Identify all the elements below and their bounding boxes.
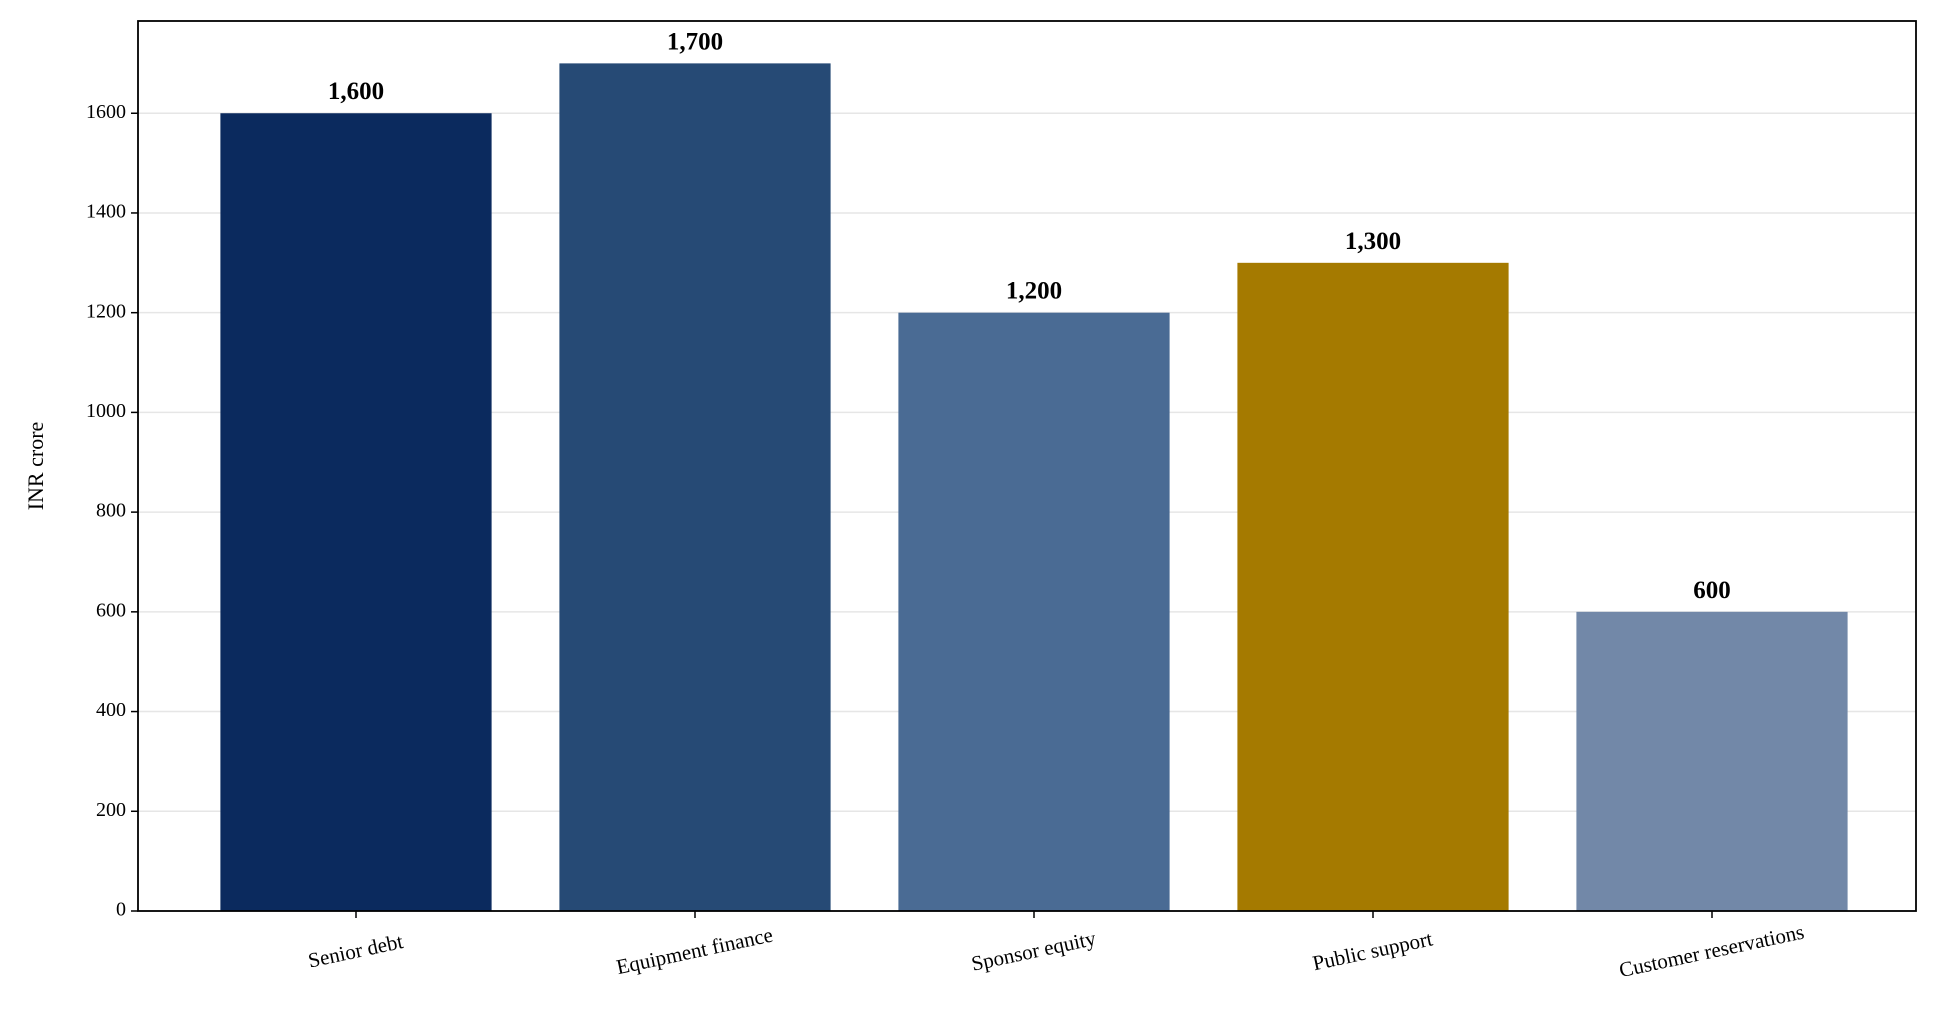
bar xyxy=(220,113,492,911)
y-tick-label: 1600 xyxy=(86,101,126,123)
y-tick-label: 600 xyxy=(96,599,126,621)
value-label: 600 xyxy=(1693,577,1731,604)
y-tick-label: 0 xyxy=(116,899,126,921)
y-tick-label: 400 xyxy=(96,699,126,721)
x-tick-label: Equipment finance xyxy=(614,923,775,980)
value-label: 1,300 xyxy=(1345,228,1401,255)
plot-frame xyxy=(137,20,1917,912)
x-tick-label: Senior debt xyxy=(306,929,405,973)
y-tick-label: 1200 xyxy=(86,300,126,322)
value-label: 1,200 xyxy=(1006,278,1062,305)
bar xyxy=(559,63,831,911)
y-tick-label: 800 xyxy=(96,500,126,522)
value-label: 1,600 xyxy=(328,78,384,105)
x-tick-label: Customer reservations xyxy=(1617,920,1806,983)
bar xyxy=(898,312,1170,911)
y-tick-label: 1000 xyxy=(86,400,126,422)
x-tick-label: Sponsor equity xyxy=(969,926,1098,976)
y-axis-label: INR crore xyxy=(23,422,48,511)
bar xyxy=(1576,611,1848,911)
bar xyxy=(1237,262,1509,911)
y-tick-label: 200 xyxy=(96,799,126,821)
value-label: 1,700 xyxy=(667,28,723,55)
x-tick-label: Public support xyxy=(1310,926,1434,975)
y-tick-label: 1400 xyxy=(86,201,126,223)
